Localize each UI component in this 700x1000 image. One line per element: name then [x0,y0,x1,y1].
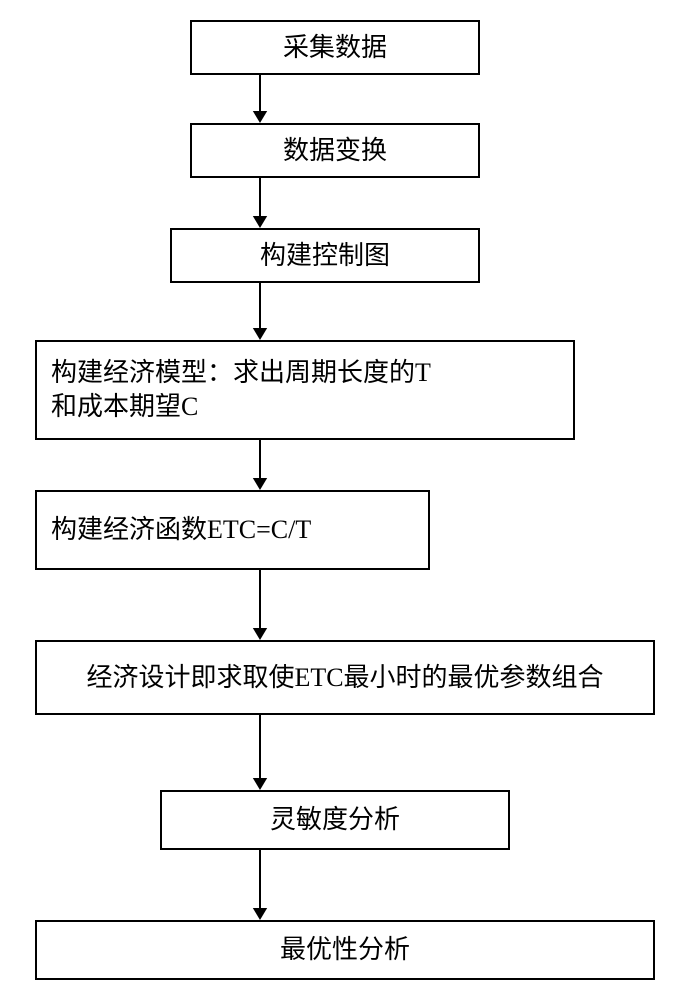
flowchart-canvas: 采集数据数据变换构建控制图构建经济模型：求出周期长度的T 和成本期望C 构建经济函… [0,0,700,1000]
flow-node-label: 最优性分析 [280,933,410,967]
flow-node-label: 构建控制图 [260,239,390,273]
flow-node-label: 灵敏度分析 [270,803,400,837]
flow-node-label: 数据变换 [283,134,387,168]
flow-node-n3: 构建控制图 [170,228,480,283]
flow-edge-n7-n8 [245,850,275,920]
flow-edge-n2-n3 [245,178,275,228]
flow-node-n1: 采集数据 [190,20,480,75]
flow-node-n4: 构建经济模型：求出周期长度的T 和成本期望C [35,340,575,440]
flow-node-label: 构建经济函数ETC=C/T [51,513,311,547]
flow-edge-n4-n5 [245,440,275,490]
flow-node-n2: 数据变换 [190,123,480,178]
flow-edge-n3-n4 [245,283,275,340]
flow-node-label: 构建经济模型：求出周期长度的T 和成本期望C [51,356,431,424]
flow-node-n5: 构建经济函数ETC=C/T [35,490,430,570]
flow-edge-n1-n2 [245,75,275,123]
flow-edge-n5-n6 [245,570,275,640]
flow-node-n7: 灵敏度分析 [160,790,510,850]
flow-node-n6: 经济设计即求取使ETC最小时的最优参数组合 [35,640,655,715]
flow-node-label: 经济设计即求取使ETC最小时的最优参数组合 [86,661,603,695]
flow-node-label: 采集数据 [283,31,387,65]
flow-node-n8: 最优性分析 [35,920,655,980]
flow-edge-n6-n7 [245,715,275,790]
